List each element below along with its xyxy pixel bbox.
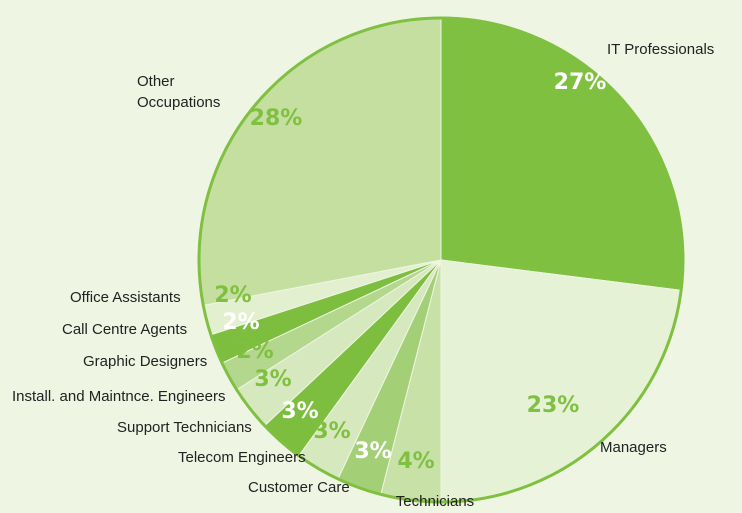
pie-slice [440, 17, 684, 291]
slice-label: Install. and Maintnce. Engineers [12, 388, 225, 405]
slice-label: Call Centre Agents [62, 321, 187, 338]
pie-outline [197, 16, 685, 504]
value-label: 3% [313, 419, 350, 444]
pie-slice [440, 259, 682, 503]
value-label: 3% [254, 367, 291, 392]
slice-label: Graphic Designers [83, 353, 207, 370]
pie-slice [198, 17, 442, 306]
value-label: 3% [281, 399, 318, 424]
value-label: 28% [250, 106, 303, 131]
value-label: 2% [236, 339, 273, 364]
slice-label: Managers [600, 439, 667, 456]
value-label: 23% [527, 393, 580, 418]
slice-label: IT Professionals [607, 41, 714, 58]
slice-label: Telecom Engineers [178, 449, 306, 466]
slice-label: Technicians [396, 493, 474, 510]
slice-label: Support Technicians [117, 419, 252, 436]
value-label: 4% [397, 449, 434, 474]
slice-label: Office Assistants [70, 289, 181, 306]
value-label: 3% [354, 439, 391, 464]
slice-label: Customer Care [248, 479, 350, 496]
value-label: 27% [554, 70, 607, 95]
value-label: 2% [222, 310, 259, 335]
slice-label: Other Occupations [137, 73, 220, 111]
value-label: 2% [214, 283, 251, 308]
